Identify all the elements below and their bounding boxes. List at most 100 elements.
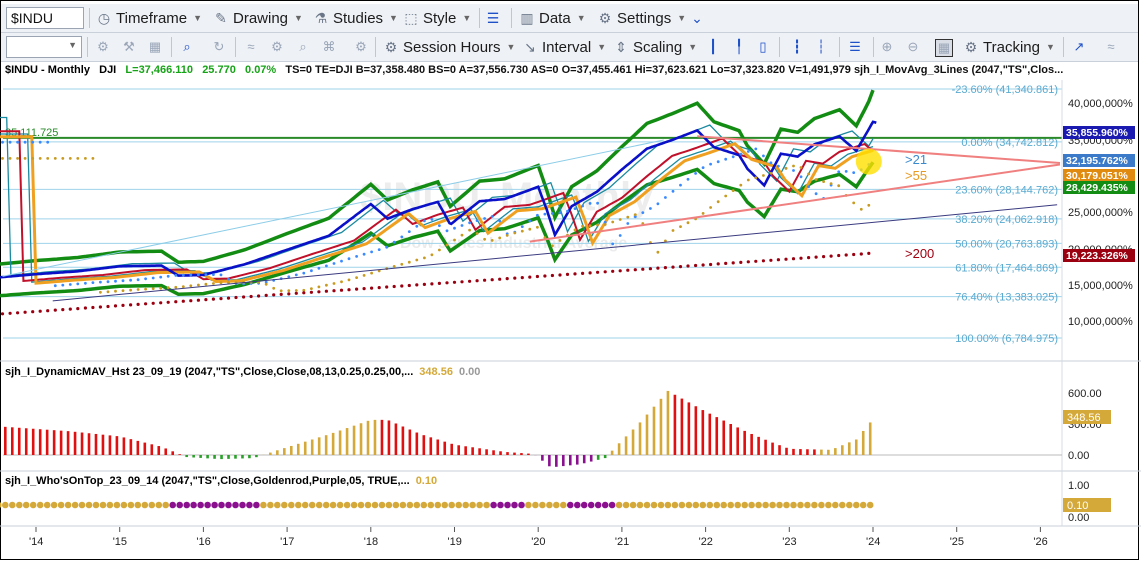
ma55-dot bbox=[859, 207, 863, 211]
ma55-dot bbox=[310, 287, 313, 290]
session-hours-menu[interactable]: ⚙ Session Hours ▼ bbox=[384, 38, 516, 56]
zoom-out-icon[interactable]: ⊖ bbox=[907, 39, 919, 54]
cursor-mode-icon[interactable]: ▦ bbox=[935, 39, 953, 57]
separator bbox=[779, 37, 780, 57]
chart-settings-icon[interactable]: ⚙ bbox=[271, 39, 283, 54]
separator bbox=[235, 37, 236, 57]
objects-icon[interactable]: ⚙ bbox=[355, 39, 367, 54]
candlestick-icon[interactable]: ╿ bbox=[735, 39, 743, 54]
symbol-input[interactable]: $INDU bbox=[6, 7, 84, 29]
refresh-icon[interactable]: ↻ bbox=[213, 39, 225, 54]
ma200-dot bbox=[211, 297, 215, 301]
style-menu[interactable]: ⬚ Style ▼ bbox=[404, 9, 472, 27]
state-dot bbox=[162, 501, 169, 509]
ma21-dot bbox=[453, 226, 456, 230]
histogram-bar bbox=[478, 448, 481, 455]
histogram-bar bbox=[401, 426, 405, 455]
histogram-bar bbox=[610, 450, 614, 455]
chevron-down-icon: ▼ bbox=[506, 42, 516, 52]
volume-bars-icon[interactable]: ┇ bbox=[793, 39, 801, 54]
zoom-in-icon[interactable]: ⊕ bbox=[881, 39, 893, 54]
ma55-dot bbox=[603, 223, 607, 226]
state-dot bbox=[406, 501, 414, 509]
pane2-value-label-bg bbox=[1063, 410, 1111, 424]
histogram-bar bbox=[66, 431, 70, 455]
interval-menu[interactable]: ↘ Interval ▼ bbox=[522, 36, 606, 58]
state-dot bbox=[127, 501, 135, 509]
ma200-dot bbox=[829, 254, 833, 258]
layout-button[interactable]: ☰ bbox=[485, 7, 505, 29]
ma55-dot bbox=[136, 288, 140, 291]
chart-icon[interactable]: ≈ bbox=[247, 39, 255, 54]
zoom-data-icon[interactable]: ⌕ bbox=[183, 39, 191, 54]
time-axis-tick: '17 bbox=[280, 536, 294, 548]
state-dot bbox=[811, 501, 818, 509]
settings-menu[interactable]: ⚙ Settings ▼ bbox=[598, 9, 687, 27]
ma200-dot bbox=[362, 287, 366, 291]
ma21-dot bbox=[581, 204, 584, 208]
ma55-dot bbox=[445, 243, 449, 247]
separator bbox=[375, 37, 376, 57]
ma21-dot bbox=[618, 234, 622, 237]
state-dot bbox=[511, 501, 518, 509]
studies-menu[interactable]: ⚗ Studies ▼ bbox=[314, 9, 398, 27]
tracking-menu[interactable]: ⚙ Tracking ▼ bbox=[964, 38, 1055, 56]
grid-icon[interactable]: ▦ bbox=[148, 39, 162, 54]
study-icon[interactable]: ⌘ bbox=[322, 39, 336, 54]
timeframe-menu[interactable]: ◷ Timeframe ▼ bbox=[97, 9, 203, 27]
ma21-dot bbox=[355, 255, 358, 258]
ma200-dot bbox=[226, 296, 231, 300]
ma200-dot bbox=[460, 280, 464, 284]
ma200-dot bbox=[242, 295, 246, 299]
gear-icon: ⚙ bbox=[598, 10, 612, 26]
ma21-dot bbox=[347, 257, 351, 261]
histogram-bar bbox=[799, 449, 802, 455]
time-axis-tick: '23 bbox=[782, 536, 796, 548]
whos-on-top-pane: 1.00 0.000.10 bbox=[0, 480, 1111, 524]
hollow-candle-icon[interactable]: ▯ bbox=[759, 39, 767, 54]
state-dot bbox=[490, 501, 497, 509]
chevron-down-icon: ▼ bbox=[597, 42, 607, 52]
histogram-bar bbox=[847, 442, 851, 455]
ma55-dot bbox=[144, 287, 148, 291]
indicator-icon[interactable]: ≈ bbox=[1107, 39, 1115, 54]
histogram-bar bbox=[192, 455, 195, 458]
interval-dropdown[interactable]: ▼ bbox=[6, 36, 82, 58]
ma200-dot bbox=[332, 289, 336, 293]
histogram-icon[interactable]: ┆ bbox=[817, 39, 825, 54]
ma200-dot bbox=[61, 308, 65, 312]
histogram-bar bbox=[834, 448, 837, 455]
time-axis-tick: '22 bbox=[699, 536, 713, 548]
separator bbox=[873, 37, 874, 57]
histogram-bar bbox=[715, 417, 719, 455]
ma55-dot bbox=[264, 282, 268, 286]
layout-icon[interactable]: ☰ bbox=[849, 39, 861, 54]
ma200-dot bbox=[475, 279, 479, 283]
ma200-dot bbox=[385, 285, 389, 289]
trend-icon[interactable]: ↗ bbox=[1073, 39, 1085, 54]
ma21-dot bbox=[754, 147, 758, 151]
ma55-dot bbox=[129, 288, 133, 292]
scaling-menu[interactable]: ⇕ Scaling ▼ bbox=[613, 36, 697, 58]
state-dot bbox=[169, 501, 176, 509]
gear-icon[interactable]: ⚙ bbox=[97, 39, 109, 54]
data-menu[interactable]: ▥ Data ▼ bbox=[520, 9, 586, 27]
ma55-dot bbox=[400, 262, 404, 266]
chart-zoom-icon[interactable]: ⌕ bbox=[299, 39, 307, 54]
tools-icon[interactable]: ⚒ bbox=[123, 39, 135, 54]
layout-icon: ☰ bbox=[486, 10, 500, 26]
ma200-dot bbox=[174, 300, 178, 304]
drawing-menu[interactable]: ✎ Drawing ▼ bbox=[213, 7, 303, 29]
ma200-dot bbox=[807, 256, 811, 260]
state-dot bbox=[113, 501, 121, 509]
bar-chart-icon[interactable]: ┃ bbox=[709, 39, 717, 54]
ma55-dot bbox=[31, 157, 35, 160]
histogram-bar bbox=[861, 430, 865, 455]
histogram-bar bbox=[115, 436, 119, 455]
state-dot bbox=[699, 501, 707, 509]
ma55-dot bbox=[498, 236, 502, 240]
state-dot bbox=[525, 501, 532, 509]
histogram-bar bbox=[722, 420, 726, 455]
toolbar-overflow[interactable]: ⌄ bbox=[689, 7, 709, 29]
